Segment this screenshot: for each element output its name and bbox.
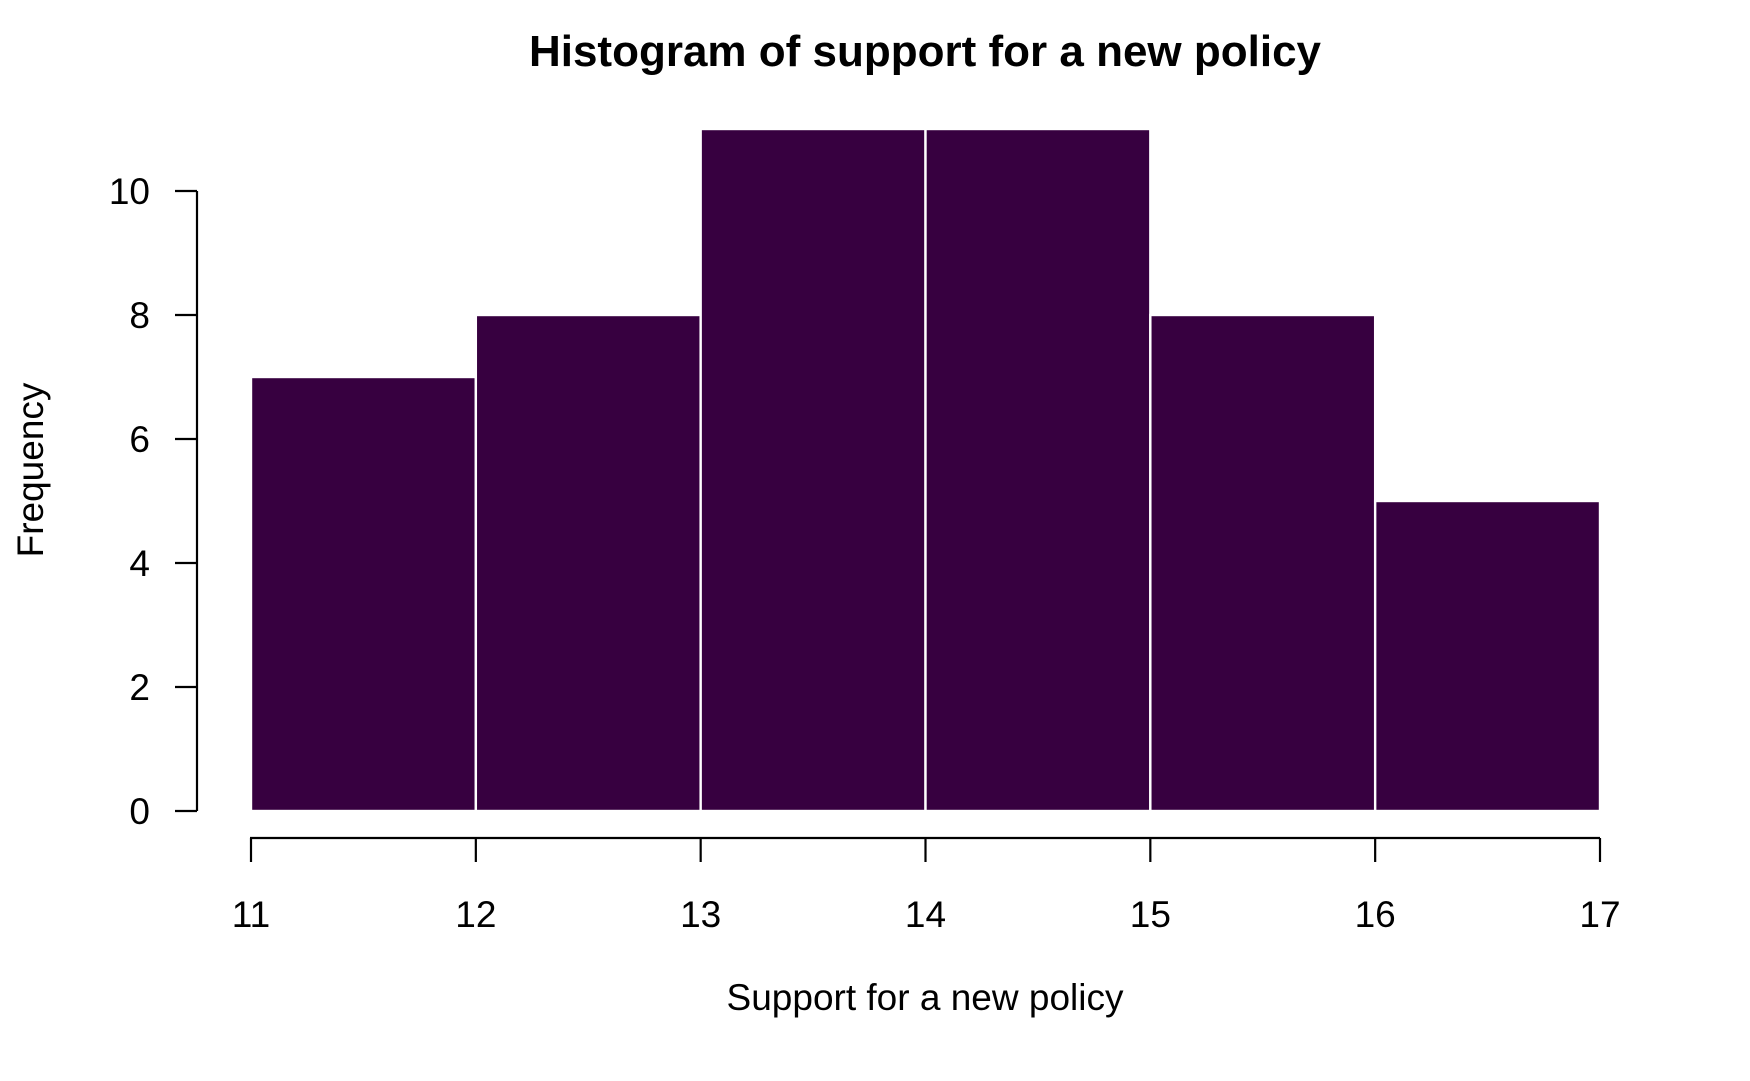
y-tick-label: 6 xyxy=(129,419,150,460)
histogram-bar-4 xyxy=(924,127,1152,813)
x-tick-label: 13 xyxy=(680,894,721,935)
histogram-bar-5 xyxy=(1149,313,1377,813)
x-tick-label: 15 xyxy=(1130,894,1171,935)
x-ticks-group: 11 12 13 14 15 16 17 xyxy=(232,838,1621,935)
x-tick-label: 12 xyxy=(455,894,496,935)
x-tick-label: 14 xyxy=(905,894,946,935)
y-axis-label: Frequency xyxy=(10,382,51,557)
y-tick-label: 2 xyxy=(129,667,150,708)
y-tick-label: 4 xyxy=(129,543,150,584)
x-axis-label: Support for a new policy xyxy=(727,977,1124,1018)
histogram-bar-1 xyxy=(249,375,478,813)
x-tick-label: 11 xyxy=(232,894,270,935)
y-tick-label: 10 xyxy=(109,171,150,212)
y-tick-label: 0 xyxy=(129,791,150,832)
histogram-bar-3 xyxy=(699,127,927,813)
bars-group xyxy=(249,127,1602,813)
histogram-bar-2 xyxy=(474,313,702,813)
y-tick-label: 8 xyxy=(129,295,150,336)
chart-title: Histogram of support for a new policy xyxy=(529,27,1322,76)
x-tick-label: 16 xyxy=(1355,894,1396,935)
histogram-bar-6 xyxy=(1373,499,1602,813)
x-tick-label: 17 xyxy=(1579,894,1620,935)
y-ticks-group: 0 2 4 6 8 10 xyxy=(109,171,197,832)
